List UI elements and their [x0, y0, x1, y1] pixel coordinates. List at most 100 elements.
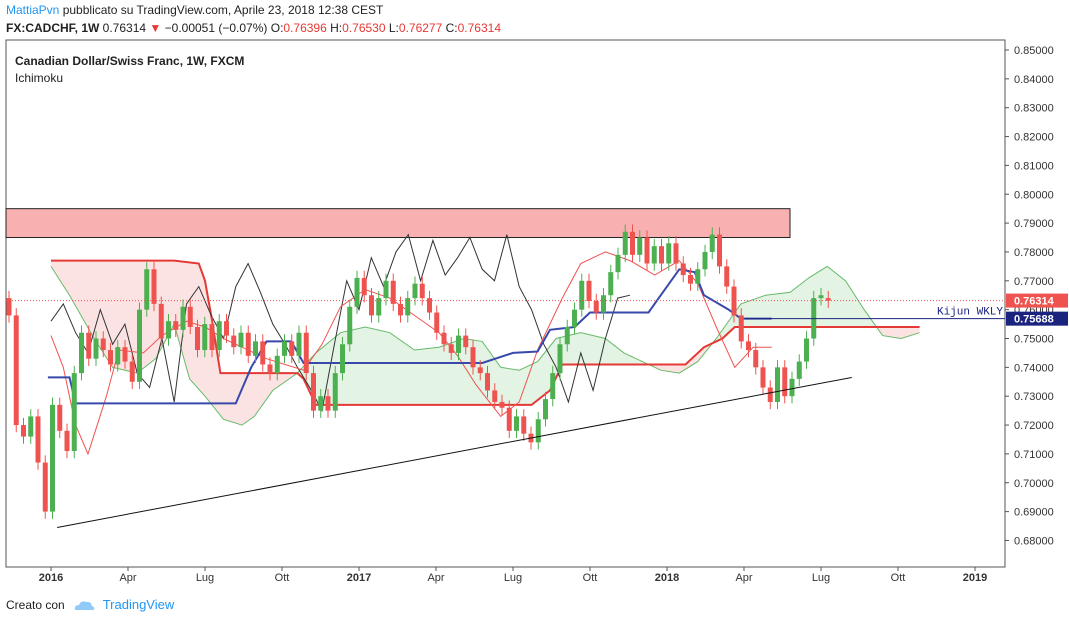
candle-body: [709, 234, 715, 252]
y-tick-label: 0.82000: [1014, 132, 1054, 144]
candle-body: [79, 332, 84, 374]
x-tick-label: 2019: [963, 572, 987, 584]
candle-body: [731, 286, 737, 316]
kijun-price-badge: 0.75688: [1014, 314, 1054, 326]
candle-body: [398, 303, 403, 316]
candle-body: [615, 254, 621, 273]
candle-body: [427, 298, 432, 313]
y-tick-label: 0.77000: [1014, 276, 1054, 288]
y-tick-label: 0.84000: [1014, 74, 1054, 86]
candle-body: [760, 367, 766, 388]
x-tick-label: 2018: [655, 572, 679, 584]
y-tick-label: 0.80000: [1014, 189, 1054, 201]
x-tick-label: Lug: [504, 572, 522, 584]
cloud-segment: [713, 266, 877, 343]
tradingview-brand-link[interactable]: TradingView: [102, 597, 175, 612]
resistance-zone: [5, 208, 791, 239]
author-link[interactable]: MattiaPvn: [6, 3, 60, 17]
candle-body: [601, 295, 606, 313]
candle-body: [775, 367, 780, 402]
candle-body: [419, 283, 425, 299]
candle-body: [521, 416, 527, 434]
x-tick-label: Ott: [583, 572, 598, 584]
candle-body: [579, 280, 585, 310]
candle-body: [267, 364, 273, 374]
last-price-badge-bg: [1006, 293, 1068, 308]
candle-body: [129, 361, 135, 382]
candle-body: [492, 390, 498, 402]
candle-body: [376, 298, 382, 316]
candle-body: [42, 462, 48, 512]
candle-body: [717, 234, 722, 267]
candle-body: [151, 269, 157, 304]
footer: Creato con TradingView: [6, 597, 174, 612]
candle-body: [369, 295, 374, 316]
candle-body: [463, 335, 469, 348]
candle-body: [702, 251, 708, 270]
candle-body: [572, 309, 577, 327]
x-tick-label: 2017: [347, 572, 371, 584]
ohlc-bar: FX:CADCHF, 1W 0.76314 ▼ −0.00051 (−0.07%…: [6, 21, 501, 35]
candle-body: [13, 315, 19, 426]
x-tick-label: Apr: [119, 572, 136, 584]
cloud-segment: [51, 260, 298, 425]
high-label: H:: [330, 21, 343, 35]
tradingview-cloud-icon: [74, 600, 94, 610]
high-value: 0.76530: [342, 21, 386, 35]
candle-body: [434, 312, 440, 333]
candle-body: [253, 341, 258, 356]
candle-body: [456, 335, 461, 353]
candle-body: [637, 237, 643, 255]
y-tick-label: 0.71000: [1014, 449, 1054, 461]
candle-body: [644, 237, 650, 264]
candle-body: [796, 361, 802, 379]
y-tick-label: 0.75000: [1014, 334, 1054, 346]
candle-body: [448, 344, 454, 353]
candle-body: [622, 231, 628, 255]
y-tick-label: 0.78000: [1014, 247, 1054, 259]
y-tick-label: 0.79000: [1014, 218, 1054, 230]
x-tick-label: Apr: [735, 572, 752, 584]
price-value: 0.76314: [102, 21, 147, 35]
candle-body: [318, 396, 324, 411]
candle-body: [50, 404, 55, 512]
x-tick-label: 2016: [39, 572, 63, 584]
candle-body: [659, 246, 664, 264]
candle-body: [506, 407, 512, 431]
indicator-label[interactable]: Ichimoku: [15, 71, 63, 85]
candle-body: [738, 315, 744, 342]
close-value: 0.76314: [457, 21, 502, 35]
candle-body: [470, 347, 476, 368]
candle-body: [202, 324, 208, 351]
candle-body: [804, 338, 809, 362]
candle-body: [209, 324, 215, 351]
candle-body: [746, 341, 751, 351]
candle-body: [680, 263, 686, 276]
y-tick-label: 0.69000: [1014, 507, 1054, 519]
low-label: L:: [388, 21, 399, 35]
candle-body: [260, 341, 266, 365]
chikou-span-line: [50, 233, 631, 413]
candle-body: [64, 430, 70, 452]
candle-body: [57, 404, 63, 431]
candle-body: [347, 306, 353, 345]
candle-body: [21, 425, 26, 437]
candle-body: [767, 387, 773, 402]
candle-body: [325, 396, 331, 411]
candle-body: [180, 306, 186, 330]
candle-body: [695, 269, 701, 284]
candle-body: [666, 243, 672, 264]
chart-title: Canadian Dollar/Swiss Franc, 1W, FXCM: [15, 54, 244, 68]
candle-body: [564, 326, 570, 345]
candle-body: [311, 373, 316, 411]
candle-body: [550, 373, 556, 400]
tenkan-sen-line: [50, 251, 772, 456]
support-trendline: [57, 376, 852, 528]
candle-body: [166, 321, 171, 339]
publish-header: MattiaPvn pubblicato su TradingView.com,…: [6, 3, 383, 17]
y-tick-label: 0.83000: [1014, 103, 1054, 115]
open-value: 0.76396: [283, 21, 327, 35]
candle-body: [303, 332, 309, 374]
candle-body: [405, 298, 411, 316]
